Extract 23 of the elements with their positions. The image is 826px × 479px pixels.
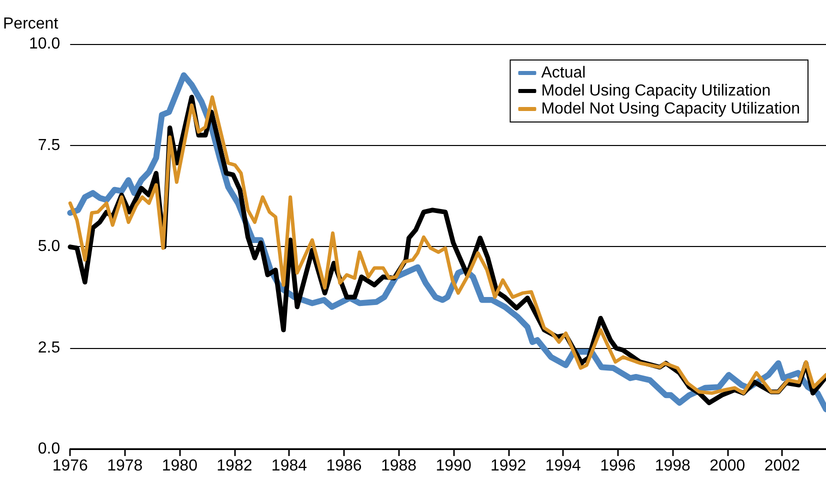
x-tick-label: 1992 [490, 458, 526, 474]
x-tick-label: 1976 [52, 458, 88, 474]
x-tick-label: 2002 [764, 458, 800, 474]
x-tick-label: 1984 [271, 458, 308, 474]
legend-label: Actual [541, 64, 586, 82]
x-tick-label: 1978 [107, 458, 143, 474]
x-tick-label: 1998 [654, 458, 691, 474]
x-tick-label: 1996 [600, 458, 636, 474]
y-tick-label: 10.0 [29, 36, 60, 52]
legend-label: Model Not Using Capacity Utilization [541, 100, 800, 118]
x-tick-label: 1990 [436, 458, 472, 474]
y-tick-label: 5.0 [38, 238, 60, 255]
x-tick-label: 2000 [710, 458, 746, 474]
x-tick-label: 1986 [326, 458, 362, 474]
x-tick-label: 1980 [162, 458, 198, 474]
y-tick-label: 0.0 [38, 440, 60, 458]
y-tick-label: 7.5 [38, 136, 60, 154]
x-tick-label: 1994 [545, 458, 581, 474]
x-tick-label: 1982 [216, 458, 252, 474]
y-axis-title: Percent [3, 16, 59, 32]
x-tick-label: 1988 [380, 458, 417, 474]
y-tick-label: 2.5 [38, 339, 60, 356]
legend-label: Model Using Capacity Utilization [541, 82, 771, 100]
